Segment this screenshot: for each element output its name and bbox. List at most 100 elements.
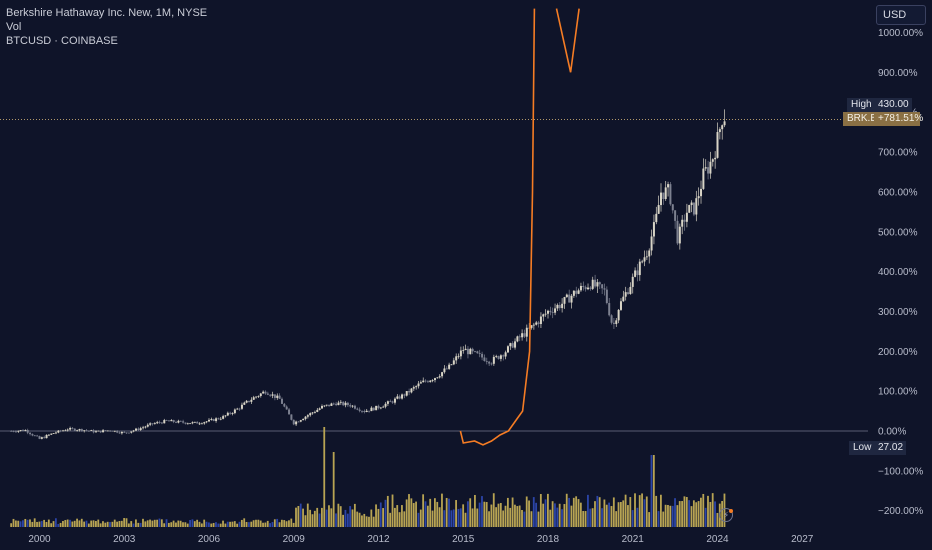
volume-bar [116, 521, 118, 527]
volume-bar [120, 520, 123, 527]
volume-bar [678, 501, 681, 527]
candle-body [43, 437, 46, 439]
candle-body [14, 431, 17, 433]
volume-bar [532, 497, 535, 527]
candle-body [344, 402, 347, 406]
lightning-icon[interactable]: ⚡ [719, 508, 733, 522]
volume-bar [210, 523, 213, 527]
candle-body [29, 432, 32, 435]
candle-body [544, 313, 547, 315]
candle-body [516, 336, 519, 342]
candle-body [617, 309, 620, 321]
candle-body [167, 420, 170, 422]
volume-bar [255, 519, 257, 527]
volume-bar [554, 503, 556, 527]
candle-body [622, 296, 625, 302]
volume-bar [186, 523, 189, 527]
candle-body [163, 420, 166, 424]
volume-bar [135, 519, 137, 527]
candle-body [452, 360, 455, 365]
volume-bar [142, 518, 144, 527]
candle-body [127, 432, 130, 434]
volume-bar [224, 523, 227, 527]
candle-body [177, 420, 180, 423]
volume-bar [417, 512, 420, 527]
candle-body [384, 403, 387, 407]
legend-volume[interactable]: Vol [6, 21, 22, 33]
candle-body [205, 421, 208, 423]
candle-body [556, 304, 559, 309]
candle-body [619, 301, 622, 310]
candle-body [492, 356, 495, 364]
candle-body [59, 430, 62, 432]
candle-body [196, 421, 199, 424]
volume-bar [26, 519, 29, 527]
candle-body [257, 396, 260, 397]
candle-body [316, 409, 319, 412]
candle-body [608, 303, 611, 316]
y-tick-label: 600.00% [878, 187, 918, 198]
volume-bar [612, 497, 615, 527]
candle-body [667, 184, 670, 188]
candle-body [245, 400, 248, 403]
volume-bar [271, 522, 274, 527]
candle-body [483, 357, 486, 362]
volume-bar [702, 493, 705, 527]
volume-bar [558, 503, 561, 527]
candle-body [417, 383, 420, 387]
candle-body [448, 364, 451, 369]
candle-body [655, 213, 658, 223]
volume-bar [716, 512, 719, 527]
candle-body [419, 382, 422, 384]
volume-bar [615, 511, 618, 527]
candle-body [102, 430, 105, 433]
candle-body [160, 422, 163, 424]
candle-body [269, 394, 272, 396]
currency-button[interactable]: USD [876, 5, 926, 25]
volume-bar [363, 513, 366, 527]
volume-bar [617, 502, 620, 527]
volume-bar [575, 496, 578, 527]
volume-bar [589, 508, 592, 527]
candle-body [92, 430, 95, 433]
y-tick-label: 100.00% [878, 387, 918, 398]
legend-main-symbol[interactable]: Berkshire Hathaway Inc. New, 1M, NYSE [6, 7, 208, 19]
candle-body [650, 236, 653, 251]
candle-body [645, 256, 648, 258]
volume-bar [12, 518, 15, 527]
candle-body [485, 361, 488, 362]
candle-body [229, 412, 232, 414]
volume-bar [78, 520, 81, 527]
volume-bar [481, 496, 483, 527]
volume-bar [146, 520, 149, 527]
volume-bar [222, 520, 224, 527]
candle-body [306, 415, 309, 417]
candle-body [113, 430, 116, 432]
candle-body [596, 282, 599, 287]
candle-body [325, 404, 328, 406]
candle-body [231, 413, 234, 414]
volume-bar [429, 498, 432, 527]
x-axis[interactable]: 2000 2003 2006 2009 2012 2015 2018 2021 2024 2027 [28, 534, 813, 545]
volume-bar [483, 501, 486, 527]
candle-body [215, 418, 218, 421]
y-tick-label: 900.00% [878, 68, 918, 79]
candle-body [478, 353, 481, 355]
candle-body [410, 388, 413, 393]
candle-body [688, 205, 691, 213]
candle-body [601, 284, 604, 289]
candle-body [669, 184, 672, 205]
y-tick-label: −200.00% [878, 506, 923, 517]
candle-body [490, 363, 493, 365]
legend-compare-symbol[interactable]: BTCUSD · COINBASE [6, 35, 118, 47]
volume-bar [448, 498, 450, 527]
candle-body [502, 355, 505, 357]
candle-body [575, 290, 578, 294]
candle-body [499, 355, 502, 359]
volume-bar [285, 521, 288, 527]
candle-body [33, 435, 36, 437]
x-tick-label: 2027 [791, 534, 814, 545]
candle-body [652, 222, 655, 237]
candle-body [203, 422, 206, 424]
